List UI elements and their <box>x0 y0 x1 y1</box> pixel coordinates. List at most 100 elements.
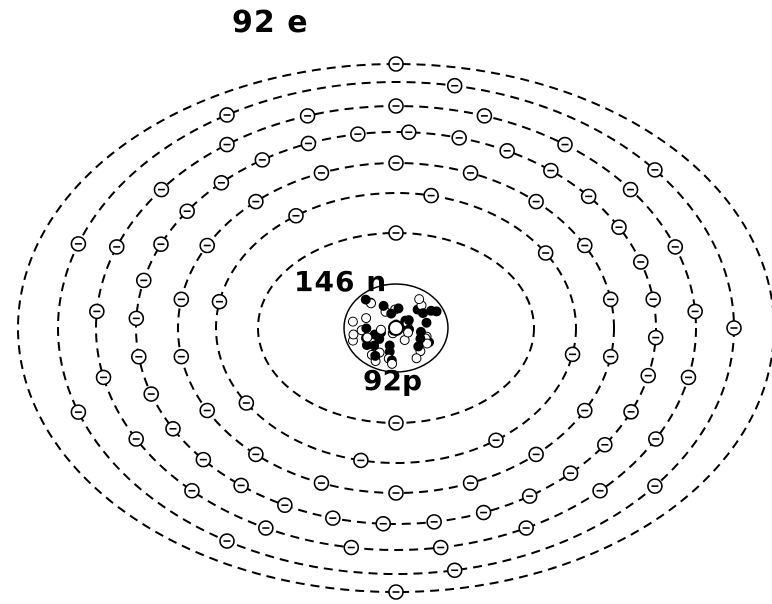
electron-icon <box>633 254 649 270</box>
electron-icon <box>238 395 255 411</box>
electron-icon <box>343 539 360 556</box>
electron-icon <box>213 174 230 191</box>
electron-icon <box>248 193 264 210</box>
electron-icon <box>179 203 195 220</box>
electron-shell-4 <box>135 131 657 525</box>
electron-icon <box>254 152 271 168</box>
electron-icon <box>388 485 404 501</box>
electron-icon <box>597 436 613 453</box>
electron-icon <box>173 348 190 365</box>
electron-icon <box>195 451 212 468</box>
electron-icon <box>521 488 538 504</box>
electron-icon <box>640 367 657 384</box>
electron-icon <box>476 108 493 124</box>
electron-icon <box>300 135 317 152</box>
electron-icon <box>277 497 293 513</box>
electron-icon <box>680 369 697 386</box>
electron-icon <box>143 386 159 402</box>
electron-icon <box>248 446 264 463</box>
electron-icon <box>499 143 515 159</box>
electron-icon <box>400 124 417 141</box>
electron-icon <box>557 136 573 153</box>
electron-icon <box>153 236 169 252</box>
electron-icon <box>70 404 87 420</box>
electron-icon <box>233 477 249 494</box>
electron-icon <box>462 475 479 491</box>
electron-icon <box>622 181 639 198</box>
electron-icon <box>184 482 200 499</box>
electron-icon <box>423 187 439 204</box>
electron-icon <box>451 130 467 146</box>
electron-icon <box>648 431 664 447</box>
electron-icon <box>426 514 442 530</box>
electron-icon <box>131 348 147 365</box>
electron-icon <box>108 239 125 255</box>
electron-icon <box>173 291 190 308</box>
electron-icon <box>219 533 235 549</box>
electron-icon <box>645 291 661 308</box>
electron-icon <box>219 107 235 123</box>
electron-icon <box>667 239 684 255</box>
electron-icon <box>95 369 112 386</box>
electron-icon <box>353 452 369 469</box>
electron-icon <box>462 165 479 181</box>
electron-icon <box>537 245 554 261</box>
electron-icon <box>528 446 544 463</box>
electron-icon <box>288 207 304 224</box>
electron-icon <box>647 478 663 494</box>
electron-icon <box>564 346 581 363</box>
electron-icon <box>518 520 534 536</box>
electron-icon <box>543 162 559 179</box>
electron-icon <box>592 482 608 499</box>
electron-icon <box>313 165 330 181</box>
electron-icon <box>165 420 181 437</box>
electron-icon <box>647 162 663 178</box>
electron-icon <box>388 584 404 600</box>
electron-icon <box>258 520 274 536</box>
electron-icon <box>388 415 404 431</box>
electron-icon <box>388 98 404 114</box>
electron-icon <box>602 291 619 308</box>
nucleus-icon <box>343 283 449 373</box>
electron-icon <box>647 329 664 346</box>
electron-icon <box>89 303 105 320</box>
electron-icon <box>299 108 316 124</box>
electron-icon <box>576 402 593 419</box>
electron-icon <box>446 562 463 579</box>
electron-icon <box>135 272 152 289</box>
electron-icon <box>488 432 504 449</box>
electron-icon <box>687 303 703 320</box>
electron-icon <box>528 193 544 210</box>
electron-icon <box>211 293 228 310</box>
electron-icon <box>576 237 593 254</box>
electron-icon <box>388 225 404 241</box>
electron-icon <box>70 236 87 252</box>
electron-icon <box>388 56 404 72</box>
electron-icon <box>199 237 216 254</box>
neutron-count-label: 146 n <box>294 265 388 298</box>
electron-shell-2 <box>215 192 577 464</box>
electron-icon <box>602 348 619 365</box>
electron-icon <box>446 77 463 94</box>
electron-icon <box>388 155 404 171</box>
electron-icon <box>313 475 330 491</box>
electron-icon <box>623 404 639 420</box>
electron-icon <box>153 181 170 198</box>
electron-icon <box>562 465 579 482</box>
electron-icon <box>432 539 449 556</box>
electron-icon <box>726 320 742 336</box>
electron-icon <box>475 504 492 521</box>
electron-icon <box>325 510 341 526</box>
electron-icon <box>128 431 144 447</box>
electron-icon <box>611 219 627 236</box>
electron-icon <box>350 126 366 142</box>
electron-icon <box>375 515 392 532</box>
electron-icon <box>199 402 216 419</box>
electron-icon <box>580 188 597 205</box>
proton-count-label: 92p <box>363 364 423 397</box>
electron-icon <box>128 310 145 327</box>
electron-icon <box>219 136 235 153</box>
electron-count-label: 92 e <box>232 5 309 40</box>
